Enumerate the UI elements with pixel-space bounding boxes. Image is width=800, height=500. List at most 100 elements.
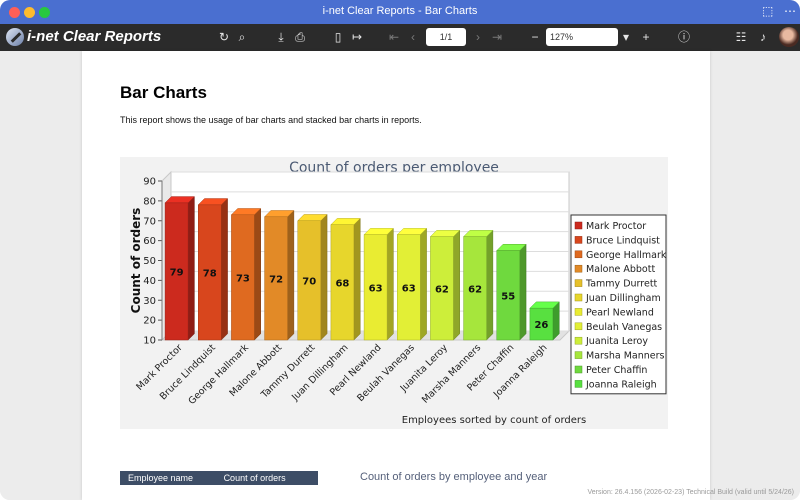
bar-side — [320, 213, 328, 341]
legend-swatch — [574, 250, 583, 259]
bar-side — [386, 227, 394, 341]
bar-value-label: 78 — [203, 268, 217, 279]
page-number-input[interactable]: 1/1 — [426, 28, 466, 46]
apps-grid-icon[interactable]: ☷ — [735, 30, 747, 44]
legend-label: George Hallmark — [586, 250, 667, 261]
x-tick-label: Beulah Vanegas — [355, 342, 417, 404]
minimize-window-button[interactable] — [24, 7, 35, 18]
bar-side — [221, 197, 228, 341]
bar-value-label: 62 — [435, 284, 449, 295]
y-tick-label: 60 — [143, 236, 156, 247]
search-icon[interactable]: ⌕ — [238, 30, 246, 44]
legend-swatch — [574, 322, 583, 331]
bar-value-label: 72 — [269, 274, 283, 285]
bar — [264, 216, 288, 341]
bar — [463, 236, 487, 341]
brand-name: i-net Clear Reports — [27, 28, 162, 45]
version-info: Version: 26.4.156 (2026-02-23) Technical… — [587, 489, 795, 496]
bar-side — [552, 301, 560, 341]
bar-side — [453, 229, 460, 341]
legend-label: Juan Dillingham — [585, 293, 661, 304]
bar — [397, 234, 421, 341]
more-icon[interactable]: ⋯ — [784, 4, 796, 18]
legend-label: Bruce Lindquist — [586, 235, 660, 246]
close-window-button[interactable] — [9, 7, 20, 18]
bar-value-label: 55 — [501, 291, 515, 302]
legend-swatch — [574, 351, 583, 359]
legend-swatch — [574, 279, 583, 287]
brand-logo-icon — [6, 28, 24, 46]
bar-chart: Count of orders per employee 10 20 30 40 50 60… — [120, 157, 668, 429]
zoom-out-icon[interactable]: − — [531, 30, 539, 44]
bar — [430, 236, 454, 341]
y-tick-label: 30 — [143, 296, 156, 307]
y-tick-label: 80 — [143, 196, 156, 207]
y-tick-label: 40 — [143, 276, 156, 287]
bar-value-label: 62 — [468, 284, 482, 295]
user-avatar[interactable] — [779, 27, 799, 47]
legend-swatch — [574, 380, 583, 388]
legend-swatch — [574, 293, 583, 302]
bar-side — [254, 207, 261, 341]
y-axis-label: Count of orders — [129, 208, 143, 314]
zoom-dropdown-icon[interactable]: ▾ — [622, 30, 630, 44]
bar-value-label: 70 — [302, 276, 316, 287]
bar-value-label: 68 — [335, 278, 349, 289]
x-axis-label: Employees sorted by count of orders — [402, 415, 586, 426]
last-page-icon[interactable]: ⇥ — [491, 30, 503, 44]
x-tick-label: Juan Dillingham — [289, 342, 350, 403]
fit-width-icon[interactable]: ↦ — [351, 30, 363, 44]
export-icon[interactable]: ⤓ — [278, 30, 284, 44]
y-tick-label: 20 — [143, 316, 156, 327]
refresh-icon[interactable]: ↻ — [218, 30, 230, 44]
column-header-employee: Employee name — [128, 473, 194, 483]
bar — [297, 220, 321, 341]
legend-swatch — [574, 365, 583, 374]
bar-side — [287, 209, 295, 341]
zoom-input[interactable]: 127% — [546, 28, 618, 46]
legend-label: Pearl Newland — [586, 307, 654, 318]
y-tick-label: 10 — [143, 336, 156, 347]
column-header-count: Count of orders — [223, 473, 286, 483]
first-page-icon[interactable]: ⇤ — [388, 30, 400, 44]
report-viewport: Bar Charts This report shows the usage o… — [0, 51, 800, 500]
legend-label: Mark Proctor — [586, 221, 646, 232]
help-icon[interactable]: ⓘ — [677, 30, 690, 44]
legend-swatch — [574, 221, 583, 230]
bar-value-label: 73 — [236, 273, 250, 284]
zoom-in-icon[interactable]: + — [642, 30, 650, 44]
print-icon[interactable]: ⎙ — [295, 30, 305, 44]
bar — [231, 214, 255, 341]
bar-value-label: 63 — [369, 283, 383, 294]
x-tick-label: Marsha Manners — [420, 342, 483, 405]
notifications-bell-icon[interactable]: ♪ — [760, 30, 766, 44]
legend-label: Malone Abbott — [586, 264, 655, 275]
fit-page-icon[interactable]: ▯ — [334, 30, 342, 44]
report-description: This report shows the usage of bar chart… — [120, 115, 422, 125]
bar — [496, 250, 520, 341]
report-title: Bar Charts — [120, 83, 207, 102]
bar — [330, 224, 355, 341]
next-page-icon[interactable]: › — [476, 30, 480, 44]
x-tick-label: George Hallmark — [186, 342, 251, 407]
share-icon[interactable]: ⬚ — [762, 4, 774, 18]
bar-value-label: 26 — [534, 320, 548, 331]
bar — [198, 204, 222, 341]
report-page: Bar Charts This report shows the usage o… — [82, 51, 710, 500]
second-chart-title: Count of orders by employee and year — [360, 471, 548, 483]
maximize-window-button[interactable] — [39, 7, 50, 18]
bar-value-label: 79 — [170, 267, 184, 278]
legend-label: Joanna Raleigh — [585, 379, 657, 390]
legend-label: Beulah Vanegas — [586, 322, 662, 333]
legend-box — [570, 214, 667, 395]
bar-side — [187, 195, 195, 341]
bar-value-label: 63 — [402, 283, 416, 294]
y-tick-label: 70 — [143, 216, 156, 227]
chart-canvas: Count of orders per employee102030405060… — [129, 160, 667, 426]
y-tick-label: 50 — [143, 256, 156, 267]
previous-page-icon[interactable]: ‹ — [411, 30, 415, 44]
legend-label: Tammy Durrett — [585, 279, 658, 290]
bar-side — [486, 229, 494, 341]
y-tick-label: 90 — [143, 177, 156, 188]
